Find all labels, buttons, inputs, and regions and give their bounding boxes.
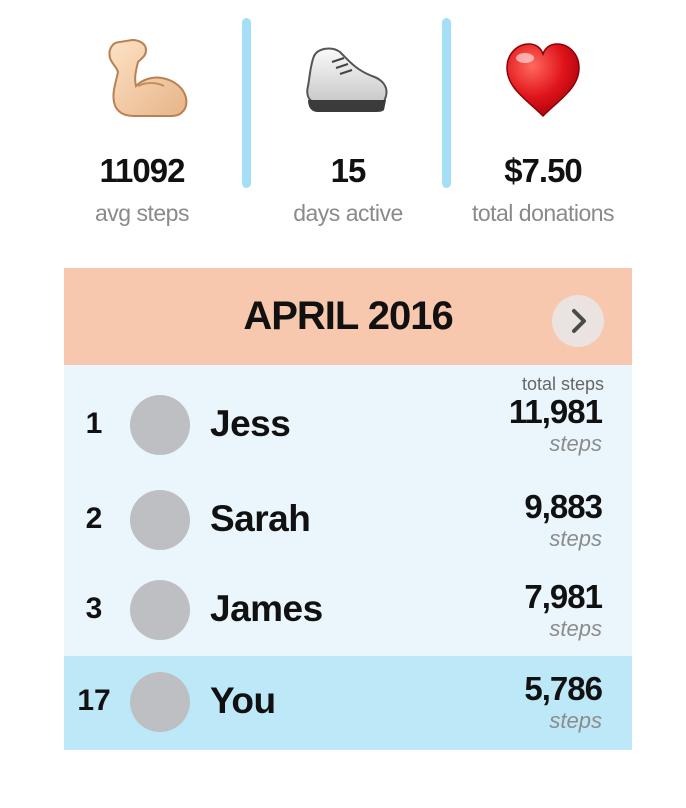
leaderboard: APRIL 2016 total steps 1 Jess 11,981 ste… [64, 268, 632, 750]
row-steps: 11,981 [509, 393, 602, 431]
row-rank: 1 [64, 407, 124, 441]
avatar [130, 490, 190, 550]
total-donations-label: total donations [443, 200, 643, 227]
row-rank: 2 [64, 502, 124, 536]
leaderboard-row[interactable]: 3 James 7,981 steps [64, 564, 632, 656]
row-steps: 9,883 [524, 488, 602, 526]
heart-icon [443, 36, 643, 120]
row-name: You [210, 680, 276, 722]
row-steps-unit: steps [549, 526, 602, 552]
leaderboard-row[interactable]: 2 Sarah 9,883 steps [64, 474, 632, 566]
total-donations-value: $7.50 [443, 152, 643, 190]
row-name: Sarah [210, 498, 310, 540]
chevron-right-icon [552, 295, 604, 347]
row-steps: 7,981 [524, 578, 602, 616]
row-name: Jess [210, 403, 290, 445]
row-steps: 5,786 [524, 670, 602, 708]
row-steps-unit: steps [549, 708, 602, 734]
leaderboard-row[interactable]: 1 Jess 11,981 steps [64, 379, 632, 471]
row-steps-unit: steps [549, 616, 602, 642]
avatar [130, 672, 190, 732]
leaderboard-header: APRIL 2016 [64, 268, 632, 365]
avatar [130, 580, 190, 640]
sneaker-icon [248, 36, 448, 120]
row-rank: 3 [64, 592, 124, 626]
days-active-label: days active [248, 200, 448, 227]
leaderboard-row-you[interactable]: 17 You 5,786 steps [64, 656, 632, 750]
leaderboard-title: APRIL 2016 [64, 268, 632, 365]
row-rank: 17 [64, 684, 124, 718]
stats-summary: 11092 avg steps 15 days active [0, 0, 686, 240]
days-active-value: 15 [248, 152, 448, 190]
row-steps-unit: steps [549, 431, 602, 457]
row-name: James [210, 588, 323, 630]
avg-steps-value: 11092 [42, 152, 242, 190]
avg-steps-label: avg steps [42, 200, 242, 227]
avatar [130, 395, 190, 455]
next-month-button[interactable] [552, 295, 604, 347]
flexed-biceps-icon [42, 36, 242, 120]
